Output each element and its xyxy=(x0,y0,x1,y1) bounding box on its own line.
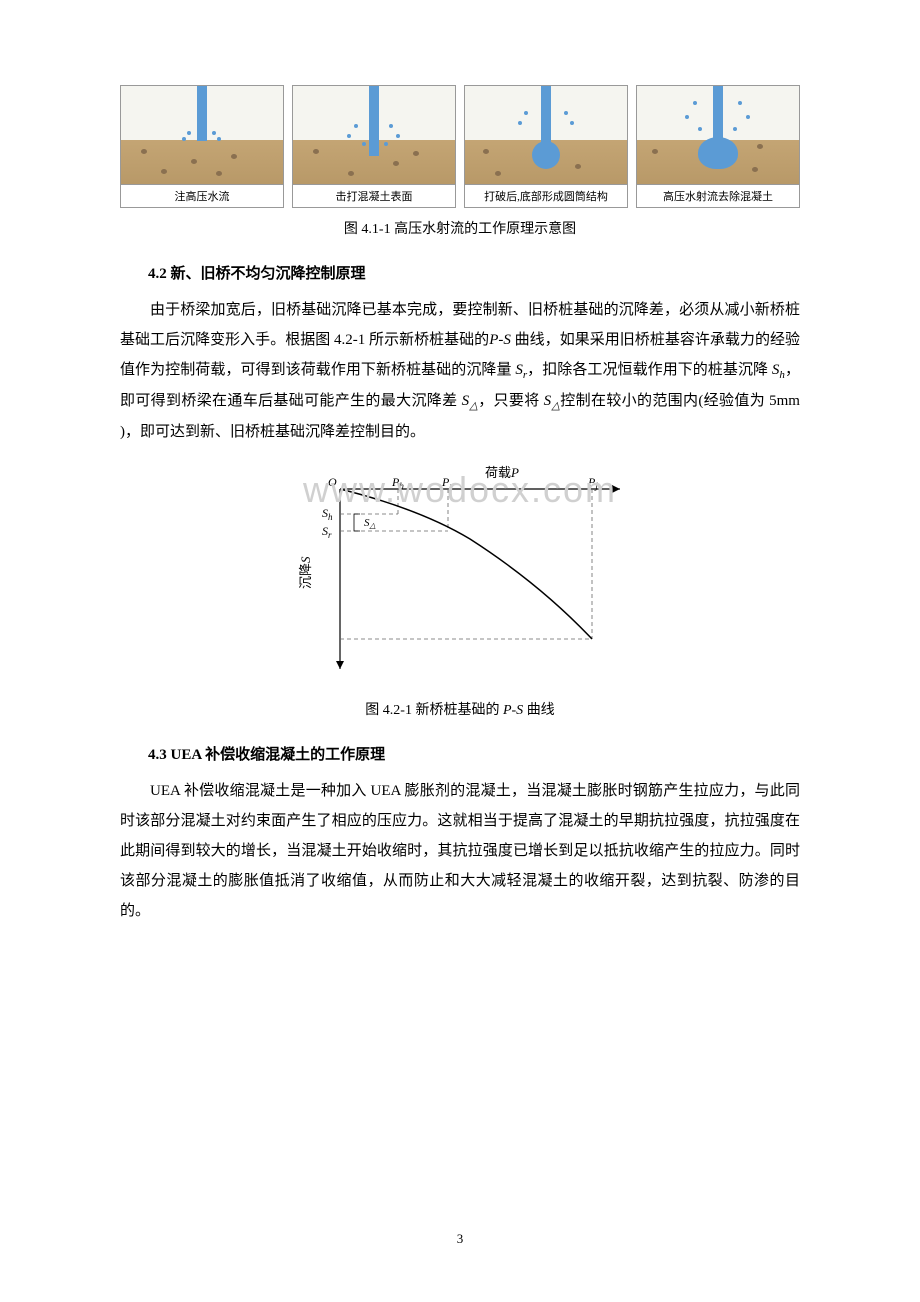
y-axis-label: 沉降S xyxy=(298,556,313,589)
sd-sub: △ xyxy=(469,400,478,412)
figure-4-1-1-caption: 图 4.1-1 高压水射流的工作原理示意图 xyxy=(120,218,800,238)
y-arrow-icon xyxy=(336,661,344,669)
sd2-sub: △ xyxy=(551,400,560,412)
splash-icon xyxy=(182,129,222,144)
chart-4-2-1-caption: 图 4.2-1 新桥桩基础的 P-S 曲线 xyxy=(120,699,800,719)
diagram-4 xyxy=(636,85,800,185)
sr-italic: S xyxy=(515,362,523,378)
diagram-4-label: 高压水射流去除混凝土 xyxy=(636,185,800,208)
figure-panel-1: 注高压水流 xyxy=(120,85,284,208)
section-4-3-heading: 4.3 UEA 补偿收缩混凝土的工作原理 xyxy=(148,743,800,764)
watermark-text: www.wodocx.com xyxy=(303,469,617,511)
bulb-icon xyxy=(532,141,560,169)
diagram-2-label: 击打混凝土表面 xyxy=(292,185,456,208)
section-4-2-paragraph: 由于桥梁加宽后，旧桥基础沉降已基本完成，要控制新、旧桥桩基础的沉降差，必须从减小… xyxy=(120,295,800,447)
section-4-3-paragraph: UEA 补偿收缩混凝土是一种加入 UEA 膨胀剂的混凝土，当混凝土膨胀时钢筋产生… xyxy=(120,776,800,926)
sdelta-bracket xyxy=(354,514,360,531)
diagram-1 xyxy=(120,85,284,185)
sdelta-label: S△ xyxy=(364,517,376,530)
figure-panel-4: 高压水射流去除混凝土 xyxy=(636,85,800,208)
diagram-1-label: 注高压水流 xyxy=(120,185,284,208)
text-span: ，只要将 xyxy=(478,393,543,409)
splash-icon xyxy=(516,109,576,134)
splash-icon xyxy=(344,124,404,149)
page-number: 3 xyxy=(457,1231,464,1247)
ps-curve xyxy=(340,489,592,639)
diagram-2 xyxy=(292,85,456,185)
ps-italic: P-S xyxy=(489,332,511,348)
sd-italic: S xyxy=(462,393,470,409)
chart-4-2-1: www.wodocx.com 荷载P O Ph Pr Pj Sh Sr S△ 沉… xyxy=(270,459,650,689)
caption-suffix: 曲线 xyxy=(523,703,555,718)
section-4-2-heading: 4.2 新、旧桥不均匀沉降控制原理 xyxy=(148,262,800,283)
splash-icon xyxy=(683,101,753,136)
figure-panel-3: 打破后,底部形成圆筒结构 xyxy=(464,85,628,208)
text-span: ，扣除各工况恒载作用下的桩基沉降 xyxy=(527,362,772,378)
figure-panel-2: 击打混凝土表面 xyxy=(292,85,456,208)
bulb-large-icon xyxy=(698,137,738,169)
figure-4-1-1-row: 注高压水流 击打混凝土表面 xyxy=(120,85,800,208)
diagram-3 xyxy=(464,85,628,185)
caption-prefix: 图 4.2-1 新桥桩基础的 xyxy=(365,703,503,718)
diagram-3-label: 打破后,底部形成圆筒结构 xyxy=(464,185,628,208)
caption-ps: P-S xyxy=(503,703,523,718)
sr-label: Sr xyxy=(322,524,332,540)
